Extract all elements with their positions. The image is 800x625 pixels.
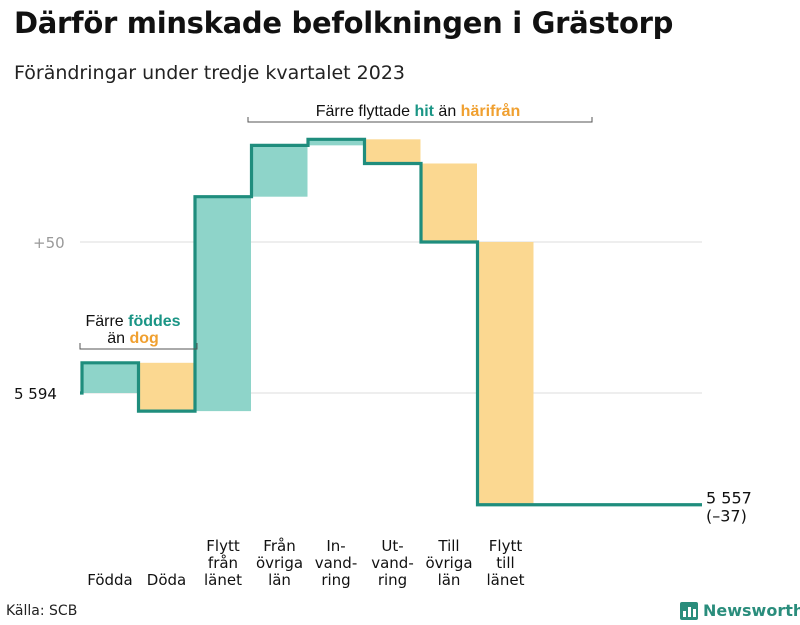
- category-label: Flytt: [489, 537, 523, 555]
- annotation-births-line1: Färre föddes: [85, 313, 180, 330]
- bar-7: [421, 163, 477, 242]
- category-label: länet: [204, 571, 242, 589]
- bar-1: [82, 362, 138, 393]
- bar-6: [364, 139, 421, 164]
- chart-title: Därför minskade befolkningen i Grästorp: [14, 6, 674, 40]
- category-label: från: [208, 554, 238, 572]
- category-label: vand-: [315, 554, 358, 572]
- category-label: övriga: [256, 554, 303, 572]
- bar-chart-icon: [680, 601, 698, 620]
- category-label: ring: [321, 571, 350, 589]
- end-change-label: (–37): [706, 507, 747, 526]
- category-label: Till: [437, 537, 459, 555]
- annotation-bracket-moves: [247, 117, 593, 123]
- y-tick-label: +50: [33, 234, 65, 252]
- category-label: Döda: [147, 571, 186, 589]
- category-label: län: [268, 571, 291, 589]
- category-label: Ut-: [381, 537, 403, 555]
- annotation-moves: Färre flyttade hit än härifrån: [316, 102, 521, 120]
- brand-name: Newsworthy: [703, 601, 800, 620]
- category-label: ring: [378, 571, 407, 589]
- source-note: Källa: SCB: [6, 603, 78, 619]
- category-label: till: [496, 554, 514, 572]
- category-label: övriga: [425, 554, 472, 572]
- category-label: In-: [326, 537, 345, 555]
- brand-logo: Newsworthy: [680, 601, 800, 620]
- category-label: länet: [487, 571, 525, 589]
- chart-subtitle: Förändringar under tredje kvartalet 2023: [14, 62, 406, 84]
- bar-5: [308, 139, 364, 146]
- bar-3: [195, 196, 251, 412]
- category-label: Flytt: [206, 537, 240, 555]
- category-label: Från: [263, 537, 295, 555]
- bar-8: [477, 242, 534, 505]
- annotation-bracket-births: [79, 343, 198, 350]
- bar-2: [138, 362, 195, 412]
- step-line: [80, 137, 702, 507]
- bar-4: [251, 145, 308, 197]
- category-label: län: [438, 571, 461, 589]
- y-tick-label: 5 594: [14, 385, 57, 403]
- annotation-births-line2: än dog: [107, 330, 159, 347]
- category-label: Födda: [87, 571, 133, 589]
- category-label: vand-: [371, 554, 414, 572]
- end-value-label: 5 557: [706, 489, 752, 508]
